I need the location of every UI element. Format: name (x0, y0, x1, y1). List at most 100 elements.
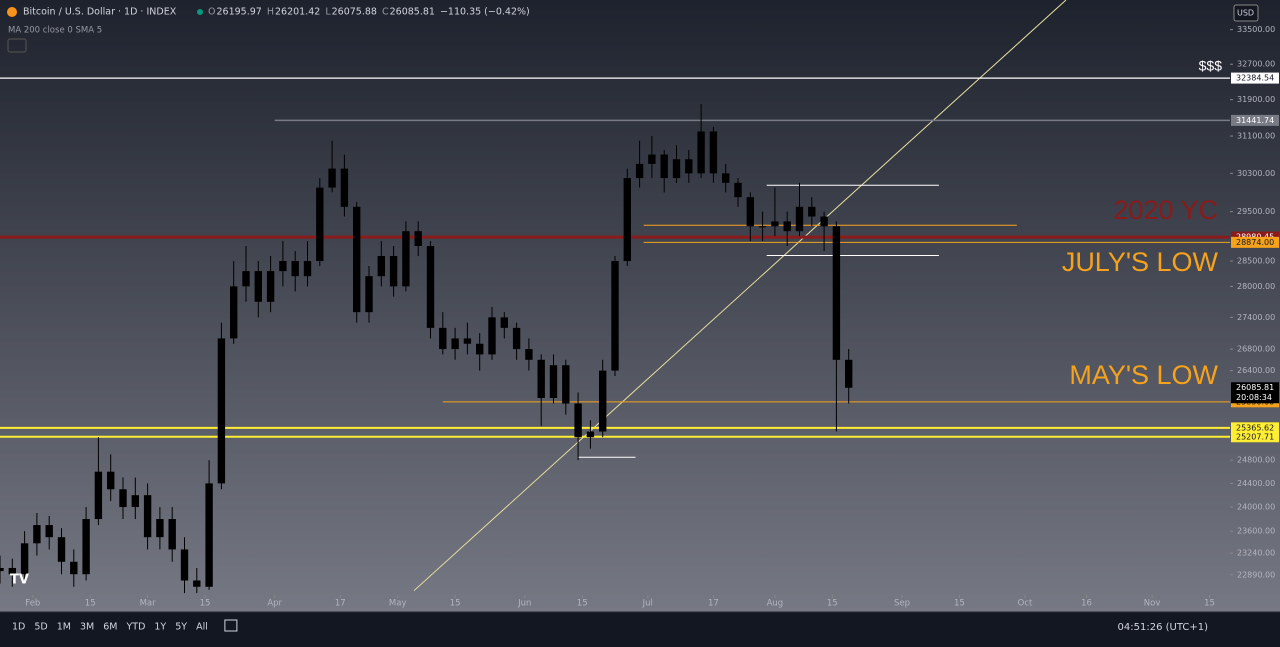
timeframe-button[interactable]: 1Y (154, 622, 166, 633)
legend-value: 26085.81 (390, 7, 435, 18)
candle-body (635, 163, 644, 179)
candle-body (525, 349, 533, 360)
annotation: 2020 YC (1113, 195, 1218, 225)
x-tick-label: Aug (767, 599, 784, 609)
legend-key: C (382, 7, 389, 18)
y-tick-label: 23600.00 (1237, 527, 1275, 536)
candle-body (512, 327, 521, 350)
x-tick-label: Oct (1018, 599, 1033, 609)
legend-change: −110.35 (−0.42%) (440, 7, 530, 18)
candle-body (279, 261, 287, 272)
y-tick-label: 26800.00 (1237, 345, 1275, 354)
candle-body (0, 567, 4, 572)
candle-body (758, 226, 767, 228)
legend-value: 26195.97 (216, 7, 261, 18)
y-tick-label: 32700.00 (1237, 60, 1275, 69)
candle-body (746, 197, 754, 227)
status-dot (197, 9, 203, 15)
candle-body (45, 525, 53, 538)
candle-body (70, 561, 78, 575)
timeframe-button[interactable]: YTD (125, 622, 145, 633)
current-price-bg (1231, 382, 1279, 404)
x-tick-label: May (389, 599, 407, 609)
date-range-button[interactable] (224, 619, 238, 632)
level-label-bg (1231, 72, 1279, 84)
y-tick-label: 24400.00 (1237, 479, 1275, 488)
legend-key: H (267, 7, 274, 18)
countdown: 20:08:34 (1236, 393, 1272, 402)
x-tick-label: 17 (708, 599, 719, 609)
candle-body (451, 338, 459, 350)
candle-body (291, 261, 299, 277)
x-tick-label: Jun (517, 599, 531, 609)
y-tick-label: 33500.00 (1237, 25, 1275, 34)
x-tick-label: 16 (1081, 599, 1092, 609)
candle-body (820, 216, 828, 227)
toolbar (0, 612, 1280, 643)
candle-body (414, 231, 422, 247)
candle-body (82, 519, 90, 575)
currency[interactable]: USD (1237, 9, 1254, 18)
y-tick-label: 28000.00 (1237, 282, 1275, 291)
x-tick-label: 15 (450, 599, 461, 609)
currency-box[interactable] (1233, 4, 1259, 22)
level-label: 25207.71 (1236, 432, 1274, 441)
candle-body (94, 471, 103, 520)
timeframe-button[interactable]: 3M (80, 622, 94, 633)
candle-body (709, 131, 718, 174)
btc-icon (7, 7, 17, 17)
timeframe-button[interactable]: 5D (34, 622, 47, 633)
y-tick-label: 27400.00 (1237, 313, 1275, 322)
candle-body (389, 256, 398, 287)
timeframe-button[interactable]: 1D (12, 622, 25, 633)
candle-body (33, 525, 41, 544)
candle-body (500, 317, 508, 328)
candle-body (377, 256, 385, 277)
candle-body (648, 154, 656, 164)
candle-body (832, 226, 841, 360)
y-tick-label: 23240.00 (1237, 549, 1275, 558)
x-tick-label: 15 (1204, 599, 1215, 609)
candle-body (599, 370, 607, 432)
y-tick-label: 24800.00 (1237, 456, 1275, 465)
timeframe-button[interactable]: 6M (103, 622, 117, 633)
candle-body (316, 187, 324, 262)
timeframe-button[interactable]: All (196, 622, 208, 633)
timeframe-button[interactable]: 1M (57, 622, 71, 633)
candle-body (685, 159, 693, 174)
candle-body (193, 580, 201, 587)
y-tick-label: 26400.00 (1237, 366, 1275, 375)
legend-value: 26075.88 (332, 7, 377, 18)
level-label-bg (1231, 114, 1279, 126)
timeframe-button[interactable]: 5Y (175, 622, 187, 633)
candle-body (254, 271, 262, 302)
candle-body (20, 543, 29, 575)
logo: TV (10, 573, 29, 588)
x-tick-label: 15 (85, 599, 96, 609)
x-tick-label: Feb (25, 599, 40, 609)
candle-body (771, 221, 779, 227)
level-label-bg (1231, 236, 1279, 248)
candle-body (303, 261, 312, 277)
x-tick-label: 15 (200, 599, 211, 609)
candle-body (217, 338, 226, 484)
candle-body (426, 246, 435, 328)
symbol-title: Bitcoin / U.S. Dollar · 1D · INDEX (23, 7, 177, 18)
indicator: MA 200 close 0 SMA 5 (8, 26, 102, 36)
candle-body (8, 567, 16, 575)
candle-body (722, 173, 730, 183)
candle-body (156, 519, 164, 538)
x-tick-label: Sep (894, 599, 910, 609)
candle-body (734, 182, 742, 198)
y-tick-label: 30300.00 (1237, 169, 1275, 178)
collapse-button[interactable] (7, 38, 27, 53)
candle-body (107, 471, 115, 490)
y-tick-label: 24000.00 (1237, 503, 1275, 512)
annotation: JULY'S LOW (1062, 247, 1219, 277)
x-tick-label: 15 (577, 599, 588, 609)
x-tick-label: 15 (827, 599, 838, 609)
legend-key: O (208, 7, 215, 18)
candle-body (611, 261, 619, 371)
level-label: 28874.00 (1236, 238, 1274, 247)
